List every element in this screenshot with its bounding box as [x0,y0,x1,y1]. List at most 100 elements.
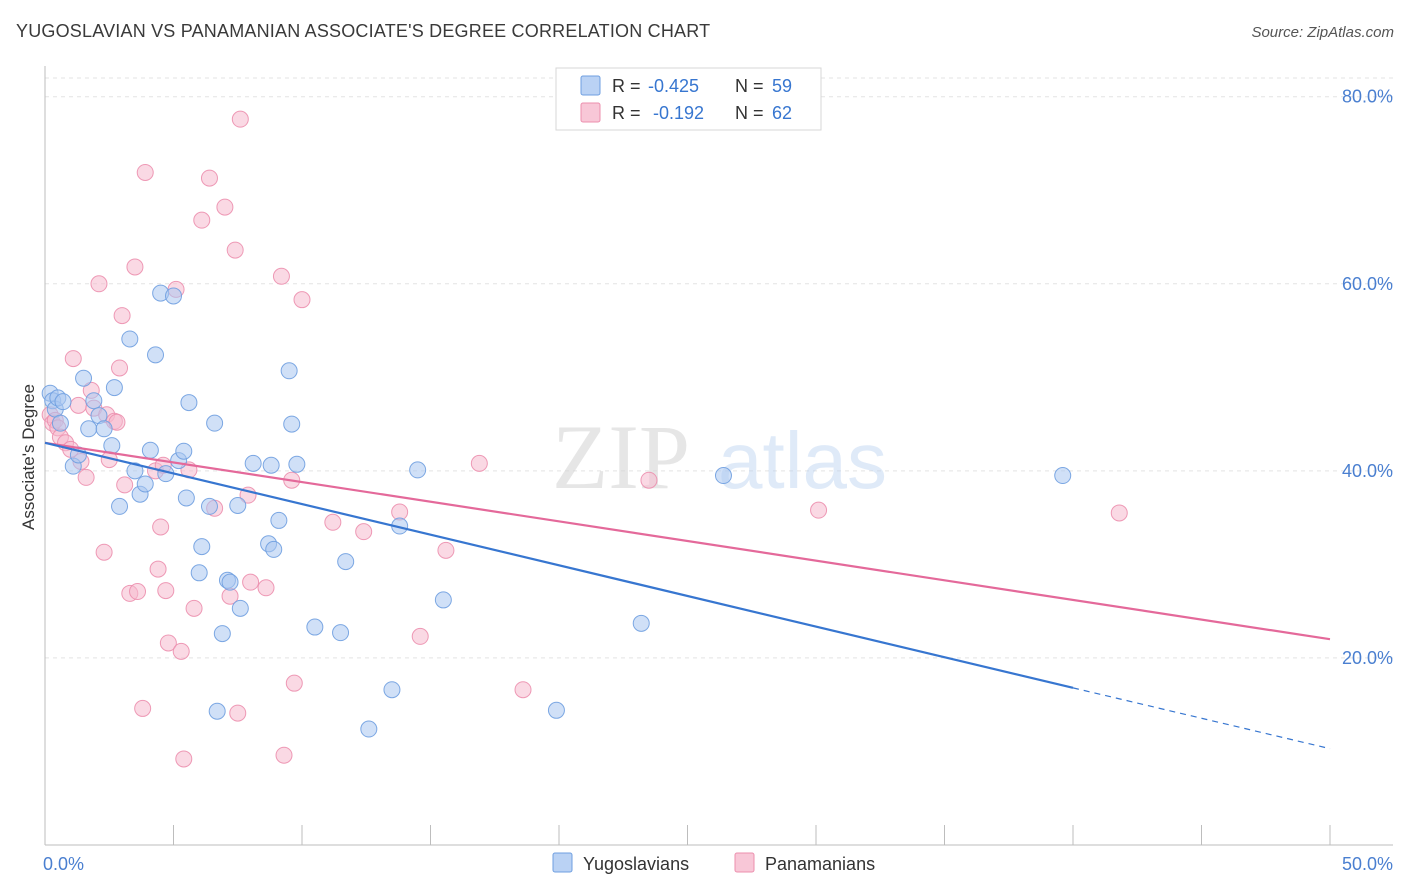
y-tick-labels: 20.0% 40.0% 60.0% 80.0% [1342,87,1393,668]
panamanian-point [193,211,211,229]
panamanian-point [129,583,147,601]
yugoslavian-point [360,720,378,738]
gridlines [45,77,1393,659]
panamanian-point [126,258,144,276]
yugoslavian-point [80,420,98,438]
yugoslavian-point [51,414,69,432]
legend-r-value-1: -0.425 [648,76,699,96]
watermark-atlas: atlas [718,416,887,505]
panamanian-point [159,634,177,652]
series-legend-label-panamanians: Panamanians [765,854,875,874]
y-tick-label: 20.0% [1342,648,1393,668]
yugoslavian-point [147,346,165,364]
panamanian-point [285,674,303,692]
panamanian-point [113,307,131,325]
watermark-zip: ZIP [552,406,690,508]
panamanian-point [514,681,532,699]
yugoslavian-point [280,362,298,380]
yugoslavian-point [714,467,732,485]
panamanian-point [136,163,154,181]
y-tick-label: 60.0% [1342,274,1393,294]
panamanian-point [175,750,193,768]
yugoslavian-point [383,681,401,699]
legend-n-label-2: N = [735,103,764,123]
yugoslavian-point [265,540,283,558]
legend-r-label-1: R = [612,76,641,96]
x-tick-label: 0.0% [43,854,84,874]
panamanian-point [157,582,175,600]
y-tick-label: 40.0% [1342,461,1393,481]
yugoslavian-point [95,420,113,438]
panamanian-point [324,513,342,531]
trend-lines [44,441,1331,750]
panamanian-point [64,350,82,368]
panamanian-point [226,241,244,259]
legend-swatch-yugoslavians [580,75,601,96]
trend-line-yugoslavians-extension [1072,687,1331,750]
yugoslavian-point [283,415,301,433]
panamanian-point [257,579,275,597]
watermark: ZIP atlas [552,406,887,508]
yugoslavian-point [165,287,182,305]
legend-swatch-panamanians [580,102,601,123]
panamanian-point [437,541,455,559]
series-legend-swatch-yugoslavians [552,852,573,873]
yugoslavian-point [262,456,280,474]
panamanian-point [95,543,113,561]
yugoslavian-point [111,497,129,515]
panamanian-point [640,471,658,489]
panamanian-point [116,476,134,494]
panamanian-point [172,642,190,660]
yugoslavian-point [126,462,144,480]
series-legend: Yugoslavians Panamanians [552,852,875,874]
yugoslavian-point [206,414,224,432]
yugoslavian-point [1054,467,1072,485]
panamanian-point [134,699,152,717]
yugoslavian-point [231,599,249,617]
yugoslavian-point [85,392,103,410]
yugoslavian-point [177,489,195,507]
panamanian-point [1110,504,1128,522]
yugoslavian-point [213,625,231,643]
yugoslavian-point [632,614,650,632]
yugoslavian-point [288,455,306,473]
legend-n-label-1: N = [735,76,764,96]
yugoslavian-point [193,538,211,556]
panamanian-point [411,627,429,645]
yugoslavian-point [221,573,239,591]
yugoslavian-point [244,454,262,472]
panamanian-point [90,275,108,293]
x-tick-label: 50.0% [1342,854,1393,874]
yugoslavian-point [175,442,193,460]
panamanian-point [152,518,170,536]
yugoslavian-point [208,702,226,720]
yugoslavian-point [121,330,139,348]
yugoslavian-point [229,496,247,514]
yugoslavian-point [409,461,427,479]
panamanian-point [293,291,311,309]
panamanian-point [275,746,293,764]
panamanian-point [149,560,167,578]
panamanian-point [242,573,260,591]
panamanian-point [231,110,249,128]
legend-r-value-2: -0.192 [653,103,704,123]
yugoslavian-point [434,591,452,609]
yugoslavian-point [105,379,123,397]
panamanian-point [200,169,218,187]
yugoslavian-point [190,564,208,582]
legend-n-value-1: 59 [772,76,792,96]
panamanian-point [185,599,203,617]
yugoslavian-point [547,701,565,719]
yugoslavian-point [332,624,350,642]
trend-line-panamanians [44,441,1331,641]
panamanian-point [272,267,290,285]
yugoslavian-point [337,553,355,571]
series-legend-label-yugoslavians: Yugoslavians [583,854,689,874]
legend-r-label-2: R = [612,103,641,123]
yugoslavian-point [180,394,198,412]
yugoslavian-point [75,369,93,387]
y-axis-label: Associate's Degree [19,384,38,530]
axes [44,66,1393,846]
yugoslavian-point [200,497,218,515]
